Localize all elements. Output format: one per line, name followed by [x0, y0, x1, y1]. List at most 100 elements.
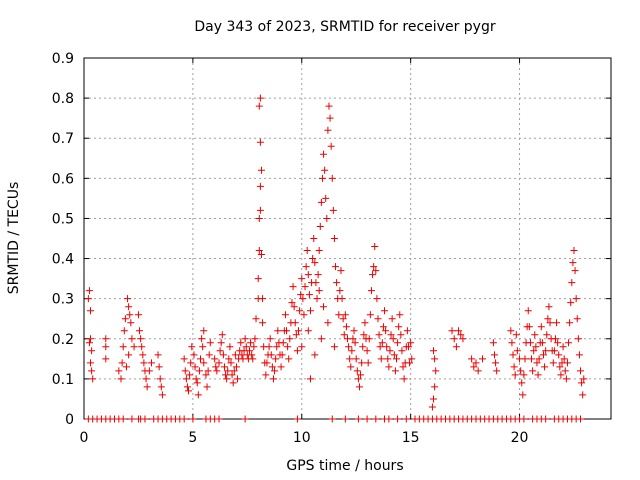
data-point: [459, 335, 467, 343]
data-point: [575, 351, 583, 359]
data-point: [125, 303, 133, 311]
data-point: [193, 379, 201, 387]
data-point: [322, 194, 330, 202]
data-point-zero: [180, 415, 188, 423]
data-point: [273, 343, 281, 351]
data-point-zero: [520, 415, 528, 423]
data-point: [85, 287, 93, 295]
data-points: [84, 94, 588, 423]
data-point: [376, 343, 384, 351]
data-point: [525, 323, 533, 331]
data-point: [277, 363, 285, 371]
data-point: [293, 347, 301, 355]
data-point: [206, 339, 214, 347]
data-point: [274, 327, 282, 335]
data-point: [302, 263, 310, 271]
y-tick-label: 0: [65, 412, 74, 428]
data-point: [572, 295, 580, 303]
data-point: [539, 351, 547, 359]
data-point: [550, 347, 558, 355]
data-point: [119, 343, 127, 351]
data-point: [519, 391, 527, 399]
data-point: [457, 331, 465, 339]
data-point: [395, 323, 403, 331]
data-point: [234, 375, 242, 383]
data-point: [257, 251, 265, 259]
x-tick-label: 20: [511, 430, 529, 446]
data-point: [198, 335, 206, 343]
data-point: [367, 287, 375, 295]
data-point: [341, 311, 349, 319]
data-point: [349, 335, 357, 343]
chart-title: Day 343 of 2023, SRMTID for receiver pyg…: [194, 19, 495, 35]
data-point: [360, 331, 368, 339]
data-point: [544, 315, 552, 323]
data-point: [545, 303, 553, 311]
data-point: [255, 247, 263, 255]
data-point: [125, 351, 133, 359]
data-point: [186, 371, 194, 379]
data-point-zero: [189, 415, 197, 423]
data-point: [295, 327, 303, 335]
data-point: [394, 339, 402, 347]
data-point: [309, 255, 317, 263]
data-point: [315, 287, 323, 295]
data-point: [579, 391, 587, 399]
x-tick-label: 10: [293, 430, 311, 446]
data-point: [364, 359, 372, 367]
data-point: [180, 355, 188, 363]
data-point: [578, 379, 586, 387]
y-tick-label: 0.5: [52, 211, 74, 227]
data-point: [304, 327, 312, 335]
data-point: [327, 142, 335, 150]
x-tick-label: 0: [80, 430, 89, 446]
data-point-zero: [141, 415, 149, 423]
data-point: [291, 319, 299, 327]
data-point: [303, 247, 311, 255]
data-point-zero: [542, 415, 550, 423]
data-point: [315, 247, 323, 255]
data-point: [305, 291, 313, 299]
data-point: [428, 403, 436, 411]
data-point: [431, 383, 439, 391]
data-point: [375, 331, 383, 339]
data-point: [508, 339, 516, 347]
data-point: [203, 383, 211, 391]
data-point: [228, 371, 236, 379]
data-point: [212, 363, 220, 371]
data-point: [191, 363, 199, 371]
data-point: [251, 335, 259, 343]
data-point: [355, 383, 363, 391]
data-point: [183, 383, 191, 391]
data-point: [155, 363, 163, 371]
data-point: [510, 363, 518, 371]
data-point: [474, 367, 482, 375]
data-point: [553, 319, 561, 327]
data-point: [117, 375, 125, 383]
data-point: [580, 375, 588, 383]
data-point: [127, 319, 135, 327]
data-point-zero: [402, 415, 410, 423]
data-point: [283, 327, 291, 335]
data-point: [230, 367, 238, 375]
data-point: [372, 267, 380, 275]
data-point: [136, 327, 144, 335]
data-point: [89, 375, 97, 383]
data-point: [194, 391, 202, 399]
data-point: [382, 327, 390, 335]
data-point: [342, 323, 350, 331]
data-point: [255, 102, 263, 110]
data-point: [304, 271, 312, 279]
data-point: [200, 359, 208, 367]
data-point: [338, 295, 346, 303]
data-point: [122, 363, 130, 371]
data-point: [524, 307, 532, 315]
data-point: [455, 327, 463, 335]
data-point: [271, 367, 279, 375]
data-point: [492, 359, 500, 367]
data-point: [346, 355, 354, 363]
data-point: [559, 343, 567, 351]
data-point: [188, 343, 196, 351]
data-point: [339, 315, 347, 323]
